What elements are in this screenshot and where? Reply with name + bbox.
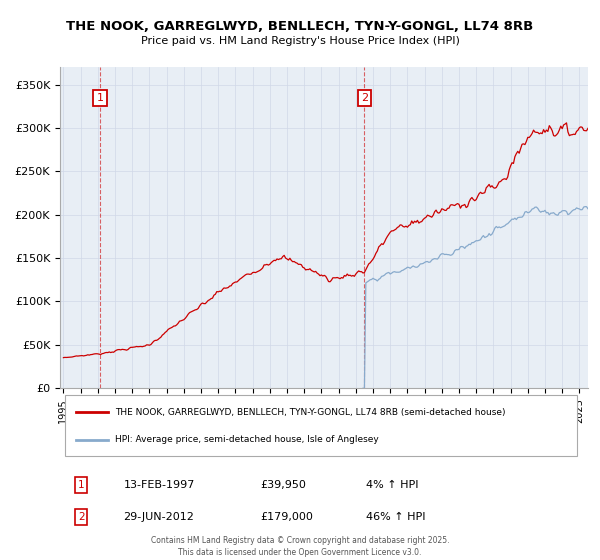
Text: 1: 1 — [78, 479, 85, 489]
Text: 46% ↑ HPI: 46% ↑ HPI — [366, 512, 426, 522]
Text: £39,950: £39,950 — [260, 479, 307, 489]
Text: THE NOOK, GARREGLWYD, BENLLECH, TYN-Y-GONGL, LL74 8RB (semi-detached house): THE NOOK, GARREGLWYD, BENLLECH, TYN-Y-GO… — [115, 408, 506, 417]
Text: 1: 1 — [97, 93, 103, 102]
Text: THE NOOK, GARREGLWYD, BENLLECH, TYN-Y-GONGL, LL74 8RB: THE NOOK, GARREGLWYD, BENLLECH, TYN-Y-GO… — [67, 20, 533, 32]
Text: HPI: Average price, semi-detached house, Isle of Anglesey: HPI: Average price, semi-detached house,… — [115, 435, 379, 444]
FancyBboxPatch shape — [65, 395, 577, 456]
Text: Contains HM Land Registry data © Crown copyright and database right 2025.
This d: Contains HM Land Registry data © Crown c… — [151, 536, 449, 557]
Text: 29-JUN-2012: 29-JUN-2012 — [124, 512, 194, 522]
Text: 2: 2 — [78, 512, 85, 522]
Text: 13-FEB-1997: 13-FEB-1997 — [124, 479, 195, 489]
Text: Price paid vs. HM Land Registry's House Price Index (HPI): Price paid vs. HM Land Registry's House … — [140, 36, 460, 46]
Text: 2: 2 — [361, 93, 368, 102]
Text: £179,000: £179,000 — [260, 512, 314, 522]
Text: 4% ↑ HPI: 4% ↑ HPI — [366, 479, 419, 489]
